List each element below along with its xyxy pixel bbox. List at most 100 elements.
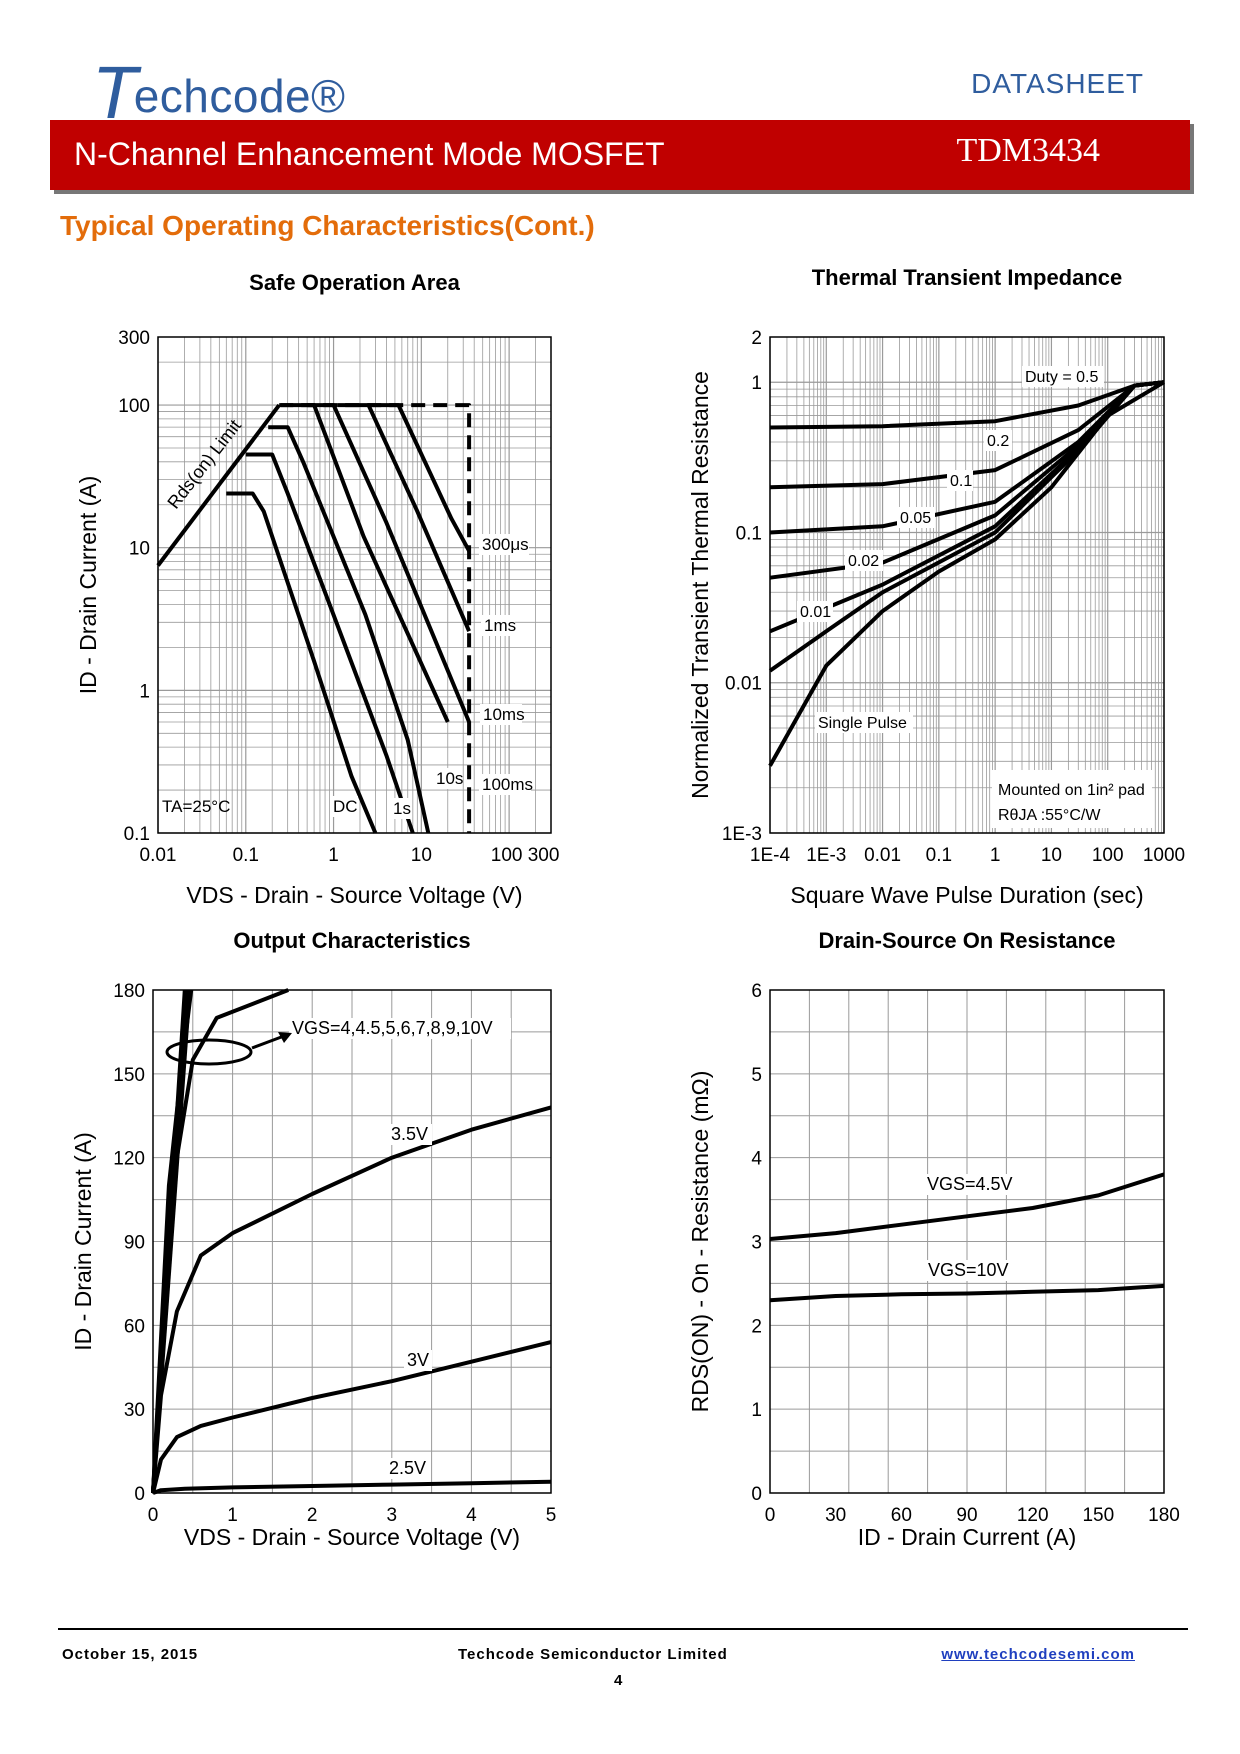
output-y-tick-label: 30 xyxy=(124,1400,145,1421)
output-series-vgs-4v xyxy=(151,988,290,1494)
soa-x-tick-label: 1 xyxy=(328,845,339,866)
output-x-tick-label: 5 xyxy=(546,1505,557,1526)
soa-annotation: TA=25°C xyxy=(162,797,230,816)
tti-annotation-bg xyxy=(897,507,935,528)
soa-title: Safe Operation Area xyxy=(249,270,460,295)
soa-series-300-s xyxy=(368,403,471,552)
soa-annotation: 10ms xyxy=(483,705,525,724)
footer-url-link[interactable]: www.techcodesemi.com xyxy=(941,1646,1135,1663)
soa-x-tick-label: 0.01 xyxy=(140,845,177,866)
output-annotation: VGS=4,4.5,5,6,7,8,9,10V xyxy=(292,1018,493,1038)
output-vgs-arrow xyxy=(251,1034,285,1050)
logo: Techcode® xyxy=(92,51,346,134)
soa-plot-frame xyxy=(157,336,552,834)
soa-annotation: 300μs xyxy=(482,535,529,554)
rdson-plot-frame xyxy=(769,989,1165,1494)
section-title: Typical Operating Characteristics(Cont.) xyxy=(60,210,595,241)
banner-title: N-Channel Enhancement Mode MOSFET xyxy=(74,136,665,172)
rdson-series-vgs-4-5v xyxy=(769,1172,1165,1241)
part-number: TDM3434 xyxy=(956,132,1100,169)
output-annotation-bg xyxy=(388,1124,432,1145)
output-x-tick-label: 0 xyxy=(148,1505,159,1526)
tti-x-tick-label: 1000 xyxy=(1143,845,1185,866)
footer-company: Techcode Semiconductor Limited xyxy=(458,1646,728,1663)
rdson-series-vgs-10v xyxy=(769,1283,1165,1303)
tti-annotation-bg xyxy=(815,712,913,733)
tti-plot-frame xyxy=(769,336,1165,834)
rdson-annotation-bg xyxy=(925,1260,1007,1281)
output-plot-frame xyxy=(152,989,552,1494)
page-number: 4 xyxy=(614,1672,623,1689)
output-annotation: 2.5V xyxy=(389,1458,426,1478)
output-x-tick-label: 3 xyxy=(387,1505,398,1526)
tti-annotation: Mounted on 1in² pad xyxy=(998,782,1145,799)
tti-x-tick-label: 0.01 xyxy=(864,845,901,866)
tti-y-tick-label: 1E-3 xyxy=(722,824,762,845)
tti-annotation-bg xyxy=(947,470,973,491)
soa-annotation: 100ms xyxy=(482,775,533,794)
tti-x-tick-label: 100 xyxy=(1092,845,1124,866)
doc-type-label: DATASHEET xyxy=(971,68,1144,99)
footer-divider xyxy=(58,1628,1188,1630)
output-x-tick-label: 1 xyxy=(227,1505,238,1526)
tti-x-tick-label: 1E-4 xyxy=(750,845,791,866)
tti-annotation-bg xyxy=(845,550,883,571)
output-series-2-5v xyxy=(152,1479,552,1495)
tti-y-tick-label: 0.01 xyxy=(725,674,762,695)
tti-note-box xyxy=(992,770,1152,828)
rdson-y-tick-label: 1 xyxy=(751,1400,762,1421)
output-x-tick-label: 2 xyxy=(307,1505,318,1526)
soa-series-10s xyxy=(268,425,431,834)
tti-annotation-bg xyxy=(1022,366,1104,387)
tti-annotation: 0.2 xyxy=(987,433,1009,450)
soa-series-dc xyxy=(226,491,378,834)
title-banner: N-Channel Enhancement Mode MOSFET TDM343… xyxy=(50,120,1190,190)
soa-x-tick-label: 10 xyxy=(411,845,432,866)
tti-series-0-01 xyxy=(768,380,1165,673)
tti-y-tick-label: 0.1 xyxy=(736,523,762,544)
soa-annotation-bg xyxy=(479,534,529,555)
output-annotation: 3V xyxy=(407,1350,429,1370)
soa-annotation-bg xyxy=(433,768,461,789)
output-annotation-bg xyxy=(289,1018,511,1039)
rdson-x-tick-label: 180 xyxy=(1148,1505,1180,1526)
tti-x-tick-label: 1E-3 xyxy=(806,845,846,866)
rdson-y-tick-label: 3 xyxy=(751,1233,762,1254)
output-y-axis-label: ID - Drain Current (A) xyxy=(70,1132,96,1351)
soa-annotation: 1s xyxy=(393,799,411,818)
footer-date: October 15, 2015 xyxy=(62,1646,199,1663)
rdson-x-axis-label: ID - Drain Current (A) xyxy=(858,1524,1077,1550)
output-vgs-arrow-head xyxy=(278,1032,292,1043)
tti-y-tick-label: 2 xyxy=(751,328,762,349)
output-y-tick-label: 60 xyxy=(124,1316,145,1337)
soa-annotation: 1ms xyxy=(484,616,516,635)
output-y-tick-label: 150 xyxy=(113,1065,145,1086)
tti-annotation: Duty = 0.5 xyxy=(1025,369,1098,386)
soa-y-tick-label: 300 xyxy=(118,328,150,349)
soa-annotation-bg xyxy=(479,774,531,795)
rdson-y-tick-label: 5 xyxy=(751,1065,762,1086)
soa-y-axis-label: ID - Drain Current (A) xyxy=(75,476,101,695)
rdson-annotation-bg xyxy=(924,1174,1014,1195)
soa-y-tick-label: 1 xyxy=(139,681,150,702)
output-y-tick-label: 90 xyxy=(124,1233,145,1254)
output-y-tick-label: 0 xyxy=(134,1484,145,1505)
output-vgs-group-ellipse xyxy=(165,1038,253,1066)
tti-annotation: 0.01 xyxy=(800,604,831,621)
tti-title: Thermal Transient Impedance xyxy=(812,265,1123,290)
tti-x-tick-label: 0.1 xyxy=(926,845,952,866)
rdson-x-tick-label: 60 xyxy=(891,1505,912,1526)
soa-x-tick-label: 100 300 xyxy=(491,845,560,866)
output-annotation-bg xyxy=(386,1458,430,1479)
soa-series-limit-dashed- xyxy=(279,403,472,833)
tti-y-axis-label: Normalized Transient Thermal Resistance xyxy=(687,371,713,799)
rdson-title: Drain-Source On Resistance xyxy=(818,928,1115,953)
soa-x-axis-label: VDS - Drain - Source Voltage (V) xyxy=(186,882,522,908)
rdson-y-axis-label: RDS(ON) - On - Resistance (mΩ) xyxy=(687,1071,713,1413)
output-y-tick-label: 120 xyxy=(113,1149,145,1170)
soa-y-tick-label: 10 xyxy=(129,539,150,560)
tti-series-single-pulse xyxy=(768,380,1166,767)
soa-annotation-bg xyxy=(330,796,358,817)
rdson-x-tick-label: 120 xyxy=(1017,1505,1049,1526)
